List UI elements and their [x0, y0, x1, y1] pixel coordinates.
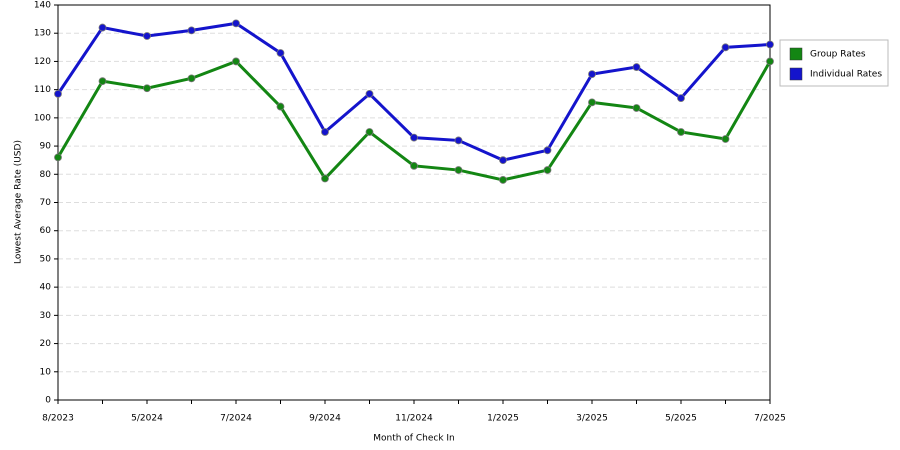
- point: [365, 89, 374, 98]
- y-tick-label: 40: [40, 283, 52, 293]
- point: [410, 161, 418, 170]
- point: [721, 135, 730, 143]
- point: [677, 94, 685, 103]
- point: [499, 156, 507, 165]
- point: [321, 174, 329, 183]
- point: [410, 133, 418, 142]
- point: [588, 70, 596, 79]
- y-axis-label: Lowest Average Rate (USD): [14, 140, 24, 264]
- point: [232, 57, 240, 66]
- x-tick-label: 5/2024: [131, 414, 163, 424]
- point: [454, 136, 463, 145]
- point: [499, 176, 507, 184]
- x-tick-label: 7/2025: [754, 414, 786, 424]
- y-tick-label: 110: [34, 85, 51, 95]
- legend-swatch: [789, 47, 803, 61]
- x-tick-label: 1/2025: [487, 414, 519, 424]
- x-tick-label: 3/2025: [576, 414, 608, 424]
- legend-label: Individual Rates: [810, 70, 882, 80]
- y-tick-label: 90: [40, 142, 52, 152]
- point: [98, 23, 107, 32]
- point: [365, 128, 374, 136]
- point: [766, 57, 774, 66]
- point: [276, 102, 285, 111]
- y-tick-label: 120: [34, 57, 51, 67]
- point: [677, 128, 685, 136]
- point: [98, 77, 107, 86]
- point: [143, 84, 151, 93]
- x-axis-label: Month of Check In: [373, 434, 455, 444]
- point: [54, 153, 62, 162]
- point: [543, 146, 552, 155]
- y-tick-label: 10: [40, 367, 52, 377]
- point: [454, 166, 463, 174]
- point: [54, 89, 62, 98]
- point: [721, 43, 730, 52]
- y-tick-label: 140: [34, 1, 51, 11]
- x-tick-label: 5/2025: [665, 414, 697, 424]
- point: [632, 104, 641, 112]
- y-tick-label: 130: [34, 29, 51, 39]
- point: [588, 98, 596, 107]
- y-tick-label: 50: [40, 254, 52, 264]
- y-tick-label: 0: [45, 396, 51, 406]
- point: [543, 166, 552, 174]
- x-tick-label: 9/2024: [309, 414, 341, 424]
- y-tick-label: 100: [34, 113, 51, 123]
- point: [187, 74, 196, 83]
- point: [766, 40, 774, 49]
- point: [232, 19, 240, 28]
- point: [187, 26, 196, 35]
- y-tick-label: 70: [40, 198, 52, 208]
- legend-swatch: [789, 67, 803, 81]
- y-tick-label: 80: [40, 170, 52, 180]
- x-tick-label: 7/2024: [220, 414, 252, 424]
- y-tick-label: 60: [40, 226, 52, 236]
- y-tick-label: 20: [40, 339, 52, 349]
- x-tick-label: 11/2024: [395, 414, 433, 424]
- x-tick-label: 8/2023: [42, 414, 74, 424]
- legend-label: Group Rates: [810, 50, 866, 60]
- point: [321, 128, 329, 136]
- point: [276, 49, 285, 57]
- point: [632, 63, 641, 71]
- point: [143, 32, 151, 40]
- y-tick-label: 30: [40, 311, 52, 321]
